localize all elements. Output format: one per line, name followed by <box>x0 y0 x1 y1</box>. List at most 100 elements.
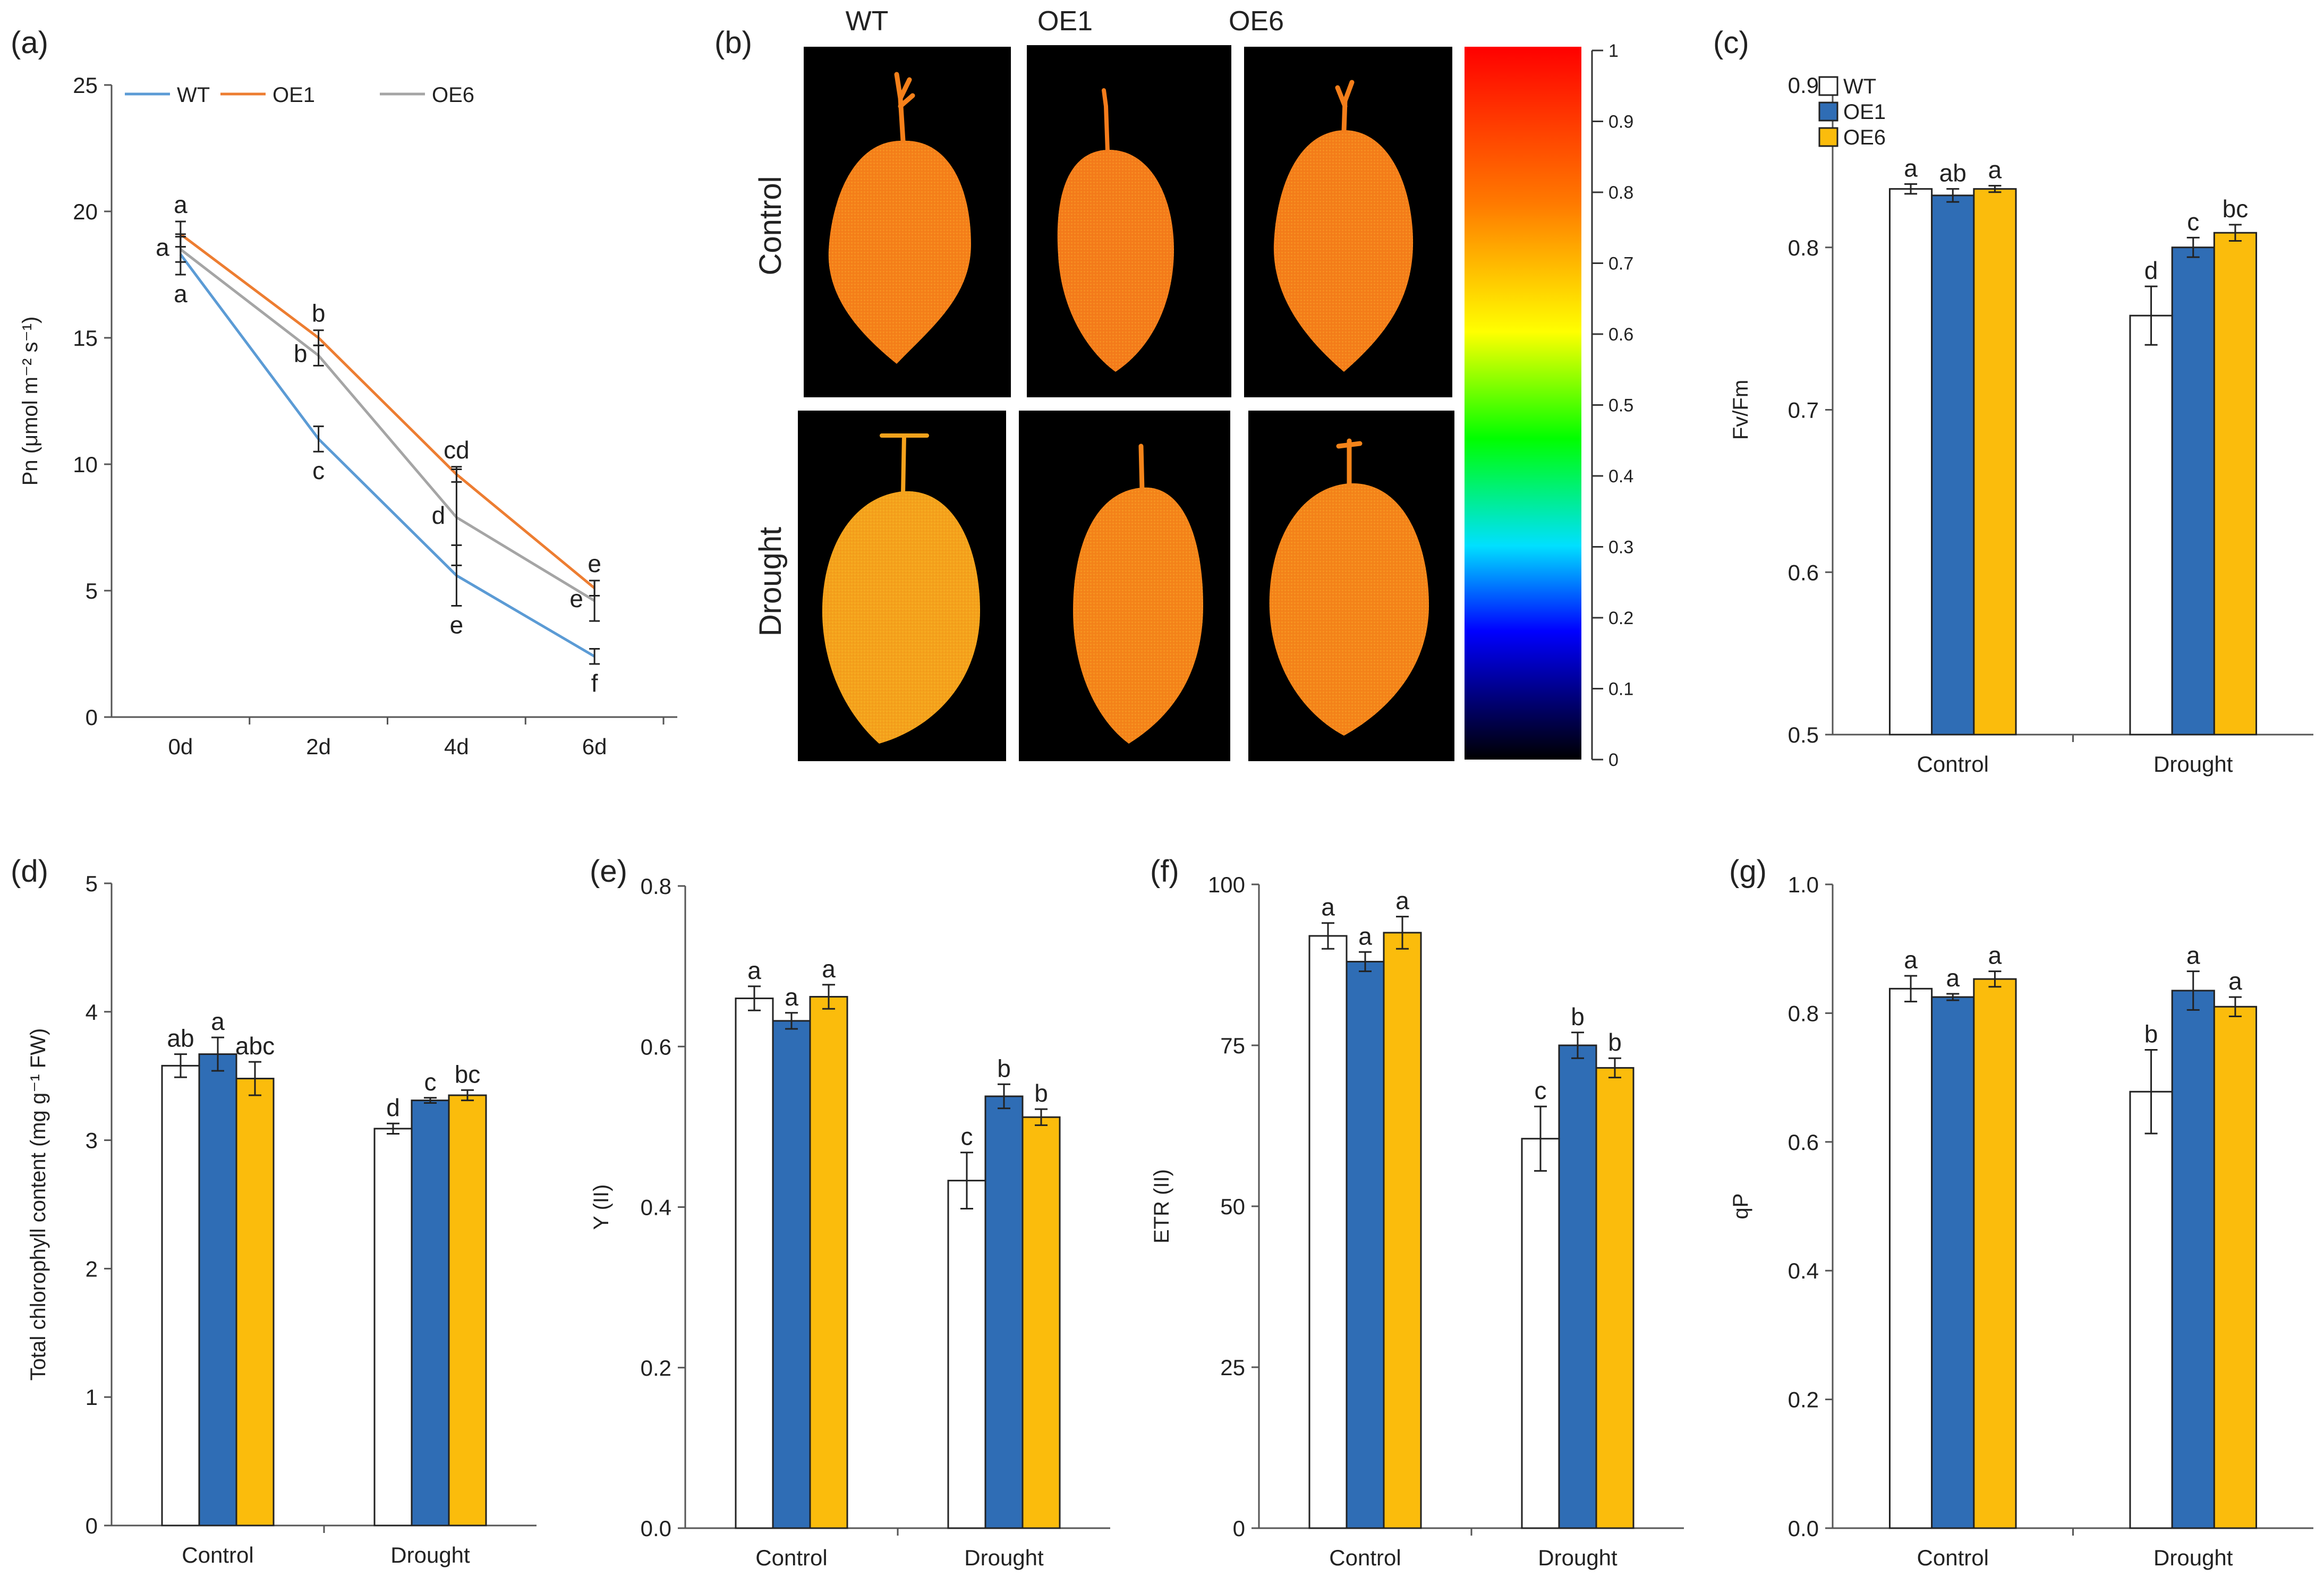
significance-letter: a <box>1904 946 1918 974</box>
significance-letter: b <box>1571 1003 1585 1030</box>
bar-oe6-control <box>1973 188 2017 736</box>
series-line-oe1 <box>180 233 595 590</box>
significance-letter: a <box>174 280 188 308</box>
y-tick-label: 0.8 <box>641 874 671 899</box>
panel-label-b: (b) <box>714 25 752 60</box>
x-tick-label: 2d <box>306 734 331 759</box>
significance-letter: a <box>2186 942 2200 969</box>
bar-oe1-control <box>1931 996 1975 1529</box>
legend-swatch-wt <box>1818 76 1838 96</box>
significance-letter: e <box>450 611 464 639</box>
legend-label-oe6: OE6 <box>1843 126 1886 149</box>
significance-letter: b <box>312 300 326 327</box>
scale-tick-label: 0.3 <box>1608 538 1633 558</box>
y-axis-title-a: Pn (μmol m⁻² s⁻¹) <box>19 317 42 486</box>
significance-letter: a <box>1904 155 1918 182</box>
legend-label-oe6: OE6 <box>432 83 474 107</box>
color-scale-bar <box>1465 47 1581 760</box>
panel-label-e: (e) <box>590 854 627 889</box>
y-tick-label: 0 <box>86 1513 98 1538</box>
y-tick-label: 0.8 <box>1788 235 1819 260</box>
y-tick-label: 15 <box>73 326 98 351</box>
y-tick-label: 0.6 <box>641 1034 671 1059</box>
y-tick-label: 2 <box>86 1256 98 1281</box>
row-label-control: Control <box>753 176 788 276</box>
bar-oe6-control <box>1973 978 2017 1529</box>
significance-letter: f <box>591 669 598 697</box>
panel-b-fluorescence-images: (b) WT OE1 OE6 Control Drought <box>714 6 1633 770</box>
scale-tick-label: 0 <box>1608 750 1619 770</box>
x-tick-label-control: Control <box>1329 1545 1401 1570</box>
legend-label-wt: WT <box>1843 75 1876 98</box>
x-tick-label-drought: Drought <box>2153 1545 2233 1570</box>
x-tick-label-control: Control <box>182 1543 253 1567</box>
bar-oe6-control <box>1383 932 1422 1529</box>
significance-letter: b <box>1608 1028 1622 1056</box>
significance-letter: e <box>588 550 601 577</box>
scale-tick-label: 0.8 <box>1608 183 1633 203</box>
y-tick-label: 1 <box>86 1385 98 1410</box>
y-axis-title-g: qP <box>1729 1194 1752 1220</box>
leaf-drought-wt <box>822 433 980 744</box>
y-tick-label: 0.4 <box>1788 1258 1819 1283</box>
y-tick-label: 0.4 <box>641 1195 671 1220</box>
legend-swatch-oe1 <box>1818 101 1838 122</box>
series-line-wt <box>179 253 595 658</box>
bar-wt-drought <box>2129 1090 2173 1529</box>
y-tick-label: 25 <box>73 73 98 98</box>
significance-letter: a <box>1395 887 1409 915</box>
bar-wt-drought <box>373 1128 413 1527</box>
y-tick-label: 1.0 <box>1788 872 1819 897</box>
x-tick-label: 6d <box>582 734 607 759</box>
panel-label-a: (a) <box>11 25 48 60</box>
y-axis-title-f: ETR (II) <box>1150 1169 1173 1243</box>
bar-wt-control <box>161 1064 200 1527</box>
column-label-oe6: OE6 <box>1229 6 1284 37</box>
y-tick-label: 0 <box>1233 1516 1245 1541</box>
series-line-oe6 <box>180 248 595 602</box>
y-tick-label: 0.6 <box>1788 1130 1819 1155</box>
y-axis-title-d: Total chlorophyll content (mg g⁻¹ FW) <box>27 1028 50 1381</box>
significance-letter: d <box>432 501 446 529</box>
y-tick-label: 25 <box>1220 1355 1245 1380</box>
y-tick-label: 0.5 <box>1788 722 1819 747</box>
significance-letter: c <box>424 1068 437 1096</box>
legend-label-wt: WT <box>177 83 210 107</box>
significance-letter: d <box>386 1094 400 1121</box>
significance-letter: a <box>822 955 836 983</box>
chart-e: 0.00.20.40.60.8(e)Y (II)ControlaaaDrough… <box>590 854 1110 1570</box>
x-tick-label-control: Control <box>755 1545 827 1570</box>
bar-wt-control <box>1888 188 1933 736</box>
significance-letter: a <box>174 191 188 218</box>
significance-letter: a <box>1321 893 1335 921</box>
significance-letter: c <box>961 1123 973 1151</box>
y-tick-label: 0.2 <box>1788 1387 1819 1412</box>
significance-letter: c <box>2187 208 2199 235</box>
significance-letter: b <box>294 339 308 367</box>
column-label-wt: WT <box>846 6 889 37</box>
bar-oe1-control <box>772 1020 811 1529</box>
legend-label-oe1: OE1 <box>273 83 315 107</box>
scale-tick-label: 0.4 <box>1608 466 1633 487</box>
legend-label-oe1: OE1 <box>1843 100 1886 124</box>
bar-oe1-control <box>1346 960 1385 1529</box>
y-tick-label: 0.0 <box>641 1516 671 1541</box>
significance-letter: cd <box>444 436 470 464</box>
panel-label-g: (g) <box>1729 854 1767 889</box>
significance-letter: c <box>1535 1077 1547 1104</box>
y-tick-label: 0.8 <box>1788 1001 1819 1026</box>
significance-letter: a <box>747 957 761 984</box>
y-tick-label: 5 <box>86 578 98 603</box>
significance-letter: abc <box>235 1032 275 1060</box>
leaf-control-oe6 <box>1273 80 1414 372</box>
bar-oe6-drought <box>2213 232 2258 736</box>
scale-tick-label: 0.2 <box>1608 608 1633 628</box>
bar-wt-control <box>1888 987 1933 1529</box>
chart-d: 0 1 2 3 4 5 (d) Total chlorophyll content (mg g… <box>11 854 537 1567</box>
y-tick-label: 20 <box>73 199 98 224</box>
x-tick-label-drought: Drought <box>2153 752 2233 777</box>
bar-oe6-control <box>809 996 848 1529</box>
leaf-drought-oe6 <box>1269 438 1429 736</box>
legend-swatch-oe6 <box>1818 127 1838 147</box>
